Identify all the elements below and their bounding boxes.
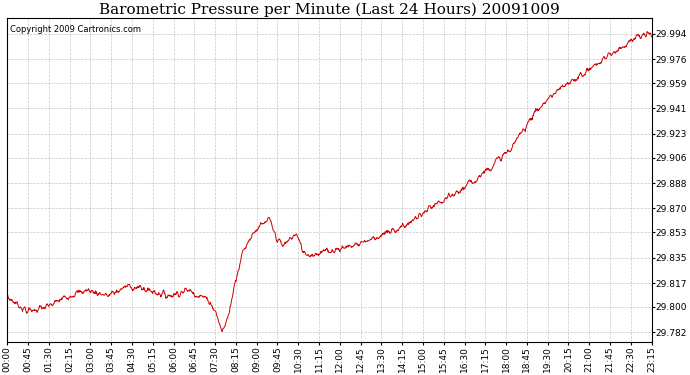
Text: Copyright 2009 Cartronics.com: Copyright 2009 Cartronics.com [10, 25, 141, 34]
Title: Barometric Pressure per Minute (Last 24 Hours) 20091009: Barometric Pressure per Minute (Last 24 … [99, 3, 560, 17]
